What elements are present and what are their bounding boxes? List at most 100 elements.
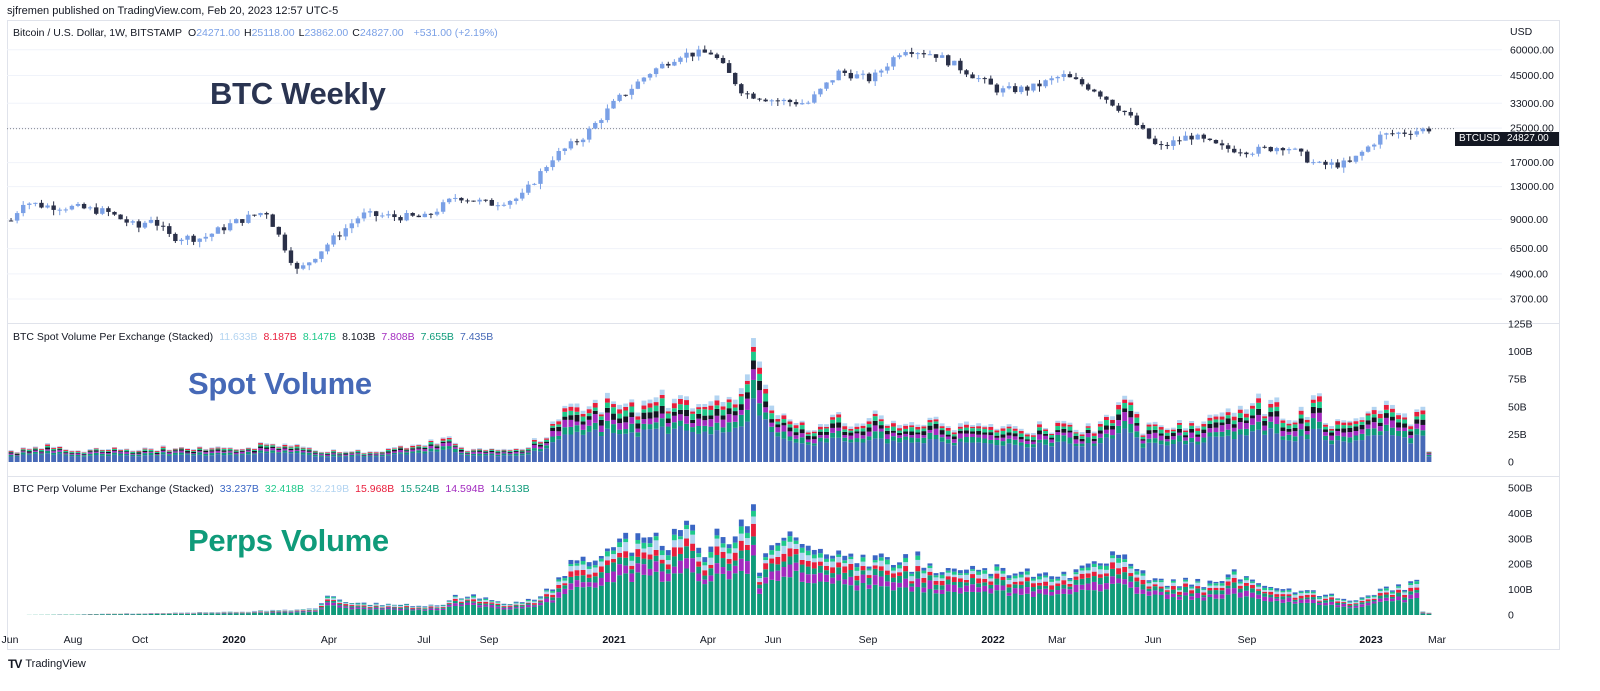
perp-bar-segment [544, 596, 549, 599]
spot-bar-segment [1177, 432, 1182, 436]
perp-bar-segment [1018, 584, 1024, 589]
spot-bar-segment [8, 454, 14, 457]
candle [1213, 139, 1219, 144]
perp-bar-segment [252, 613, 257, 615]
spot-bar-segment [1219, 419, 1225, 423]
spot-bar-segment [1280, 430, 1286, 437]
perp-bar-segment [653, 561, 659, 572]
perp-bar-segment [1122, 554, 1128, 560]
spot-bar-segment [434, 451, 440, 462]
pane-separator-spot-perp[interactable] [7, 476, 1560, 477]
perp-bar-segment [398, 607, 403, 609]
spot-bar-segment [738, 393, 744, 397]
perp-bar-segment [519, 603, 525, 605]
spot-bar-segment [1085, 433, 1091, 438]
perp-bar-segment [1310, 593, 1316, 595]
perp-bar-segment [361, 603, 367, 605]
chart-frame[interactable] [7, 20, 1560, 650]
spot-bar-segment [446, 439, 452, 442]
spot-bar-segment [830, 437, 836, 462]
perp-bar-segment [678, 553, 683, 561]
perp-bar-segment [598, 572, 604, 578]
perp-bar-segment [556, 579, 562, 582]
perp-bar-segment [1237, 585, 1243, 589]
spot-bar-segment [1103, 420, 1109, 426]
perp-bar-segment [568, 583, 574, 590]
candle [1006, 86, 1012, 89]
spot-bar-segment [428, 439, 434, 441]
spot-bar-segment [1225, 418, 1231, 425]
spot-bar-segment [227, 450, 233, 452]
tradingview-logo-icon: TV [8, 657, 22, 671]
perp-bar-segment [726, 570, 732, 580]
spot-bar-segment [598, 416, 604, 420]
spot-bar-segment [39, 454, 44, 462]
spot-bar-segment [1231, 424, 1237, 428]
spot-bar-segment [817, 426, 823, 430]
perp-bar-segment [1018, 571, 1024, 575]
candle [659, 63, 665, 69]
perp-bar-segment [1390, 594, 1395, 597]
spot-bar-segment [982, 443, 988, 462]
perp-bar-segment [659, 550, 665, 556]
spot-bar-segment [440, 440, 446, 442]
perp-bar-segment [665, 564, 671, 570]
perp-bar-segment [1195, 593, 1201, 599]
candle [142, 222, 148, 228]
perp-bar-segment [580, 569, 586, 576]
spot-bar-segment [331, 452, 337, 454]
spot-bar-segment [1079, 446, 1085, 462]
spot-bar-segment [1371, 417, 1377, 423]
spot-bar-segment [410, 445, 416, 448]
spot-bar-segment [325, 451, 330, 453]
candle [952, 60, 957, 66]
spot-bar-segment [99, 452, 105, 454]
spot-bar-segment [939, 423, 945, 427]
spot-bar-segment [179, 450, 184, 453]
spot-bar-segment [909, 425, 915, 428]
perp-bar-segment [1213, 594, 1219, 599]
perp-bar-segment [604, 573, 610, 582]
spot-bar-segment [665, 423, 671, 427]
perp-bar-segment [957, 581, 963, 588]
perp-bar-segment [1207, 590, 1213, 595]
spot-bar-segment [1085, 426, 1091, 428]
perp-bar-segment [1237, 588, 1243, 593]
spot-bar-segment [720, 409, 726, 416]
pane-separator-price-spot[interactable] [7, 323, 1560, 324]
candle [404, 213, 409, 221]
perp-bar-segment [331, 597, 337, 599]
spot-pane-title[interactable]: BTC Spot Volume Per Exchange (Stacked) [13, 331, 214, 343]
spot-bar-segment [130, 451, 136, 454]
spot-bar-segment [32, 448, 38, 450]
perp-bar-segment [1116, 583, 1122, 615]
perp-bar-segment [416, 606, 422, 608]
spot-bar-segment [957, 433, 963, 439]
spot-bar-segment [185, 452, 190, 454]
spot-bar-segment [921, 424, 927, 427]
spot-bar-segment [544, 439, 549, 442]
spot-bar-segment [1359, 433, 1365, 441]
spot-bar-segment [982, 428, 988, 433]
perp-bar-segment [1237, 583, 1243, 586]
spot-bar-segment [531, 444, 537, 449]
candle [1055, 76, 1060, 79]
candle [380, 215, 385, 217]
spot-bar-segment [1085, 427, 1091, 430]
spot-bar-segment [970, 433, 975, 437]
spot-bar-segment [264, 444, 270, 446]
perp-bar-segment [842, 563, 848, 567]
perp-bar-segment [878, 560, 884, 567]
symbol-title[interactable]: Bitcoin / U.S. Dollar, 1W, BITSTAMP [13, 27, 183, 39]
perp-pane-title[interactable]: BTC Perp Volume Per Exchange (Stacked) [13, 483, 214, 495]
spot-bar-segment [355, 452, 361, 454]
spot-bar-segment [1329, 435, 1335, 441]
price-y-tick: 3700.00 [1510, 294, 1548, 306]
spot-bar-segment [1122, 428, 1128, 462]
perp-bar-segment [653, 532, 659, 537]
spot-bar-segment [136, 453, 142, 455]
footer-brand[interactable]: TradingView [25, 658, 86, 670]
perp-bar-segment [1183, 583, 1188, 587]
spot-bar-segment [1414, 419, 1420, 424]
